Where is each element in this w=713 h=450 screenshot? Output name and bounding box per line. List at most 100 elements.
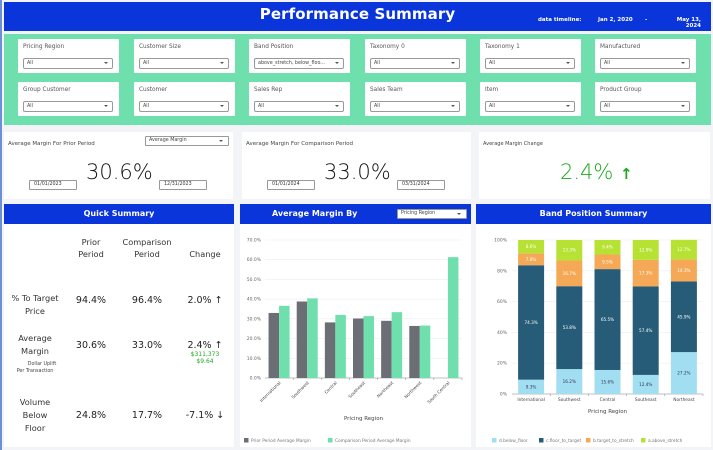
x-axis-label: Pricing Region xyxy=(344,416,384,422)
bar-segment-target-to-stretch xyxy=(670,259,697,282)
band-position-chart: 0% 20% 40% 60% 80% 100% 9.3% 74.3% 7.8% 8.6% Inter… xyxy=(492,238,704,444)
timeline-start[interactable]: Jan 2, 2020 xyxy=(598,17,633,23)
column-header-line: Prior xyxy=(81,237,101,247)
bar-prior xyxy=(381,320,392,378)
filter-select[interactable]: All xyxy=(485,58,575,69)
kpi-comparison-card: Average Margin For Comparison Period 33.… xyxy=(242,132,471,199)
data-label: 9.3% xyxy=(526,384,537,389)
bar-segment-floor-to-target xyxy=(518,265,545,380)
column-header: Comparison Period xyxy=(117,236,177,260)
row-label-line: Volume xyxy=(19,397,51,407)
row-label-line: Average xyxy=(18,333,52,343)
y-tick-label: 40.0% xyxy=(247,297,262,303)
filter-label: Group Customer xyxy=(23,87,71,93)
filter-select[interactable]: All xyxy=(23,58,113,69)
change-sub-values: $311,373 $9.64 xyxy=(175,351,235,365)
data-label: 15.6% xyxy=(601,379,614,384)
comparison-end-date-input[interactable]: 03/31/2024 xyxy=(397,180,445,190)
filter-select[interactable]: All xyxy=(485,101,575,112)
data-label: 9.4% xyxy=(602,245,613,250)
data-timeline: data timeline: Jan 2, 2020 - May 13, 202… xyxy=(538,17,701,29)
row-sub-label-line: Dollar Uplift xyxy=(27,362,57,367)
filter-select[interactable]: All xyxy=(139,58,229,69)
band-position-panel: Band Position Summary 0% 20% 40% 60% 80% 100%… xyxy=(476,204,711,447)
bar-segment-target-to-stretch xyxy=(518,253,545,266)
data-label: 27.2% xyxy=(677,371,690,376)
column-header: Prior Period xyxy=(61,236,121,260)
change-value: 2.4% ↑ xyxy=(187,340,223,351)
filter-card: Sales Team All xyxy=(365,82,466,116)
bar-segment-below-floor xyxy=(518,379,545,394)
data-label: 16.7% xyxy=(563,271,576,276)
filter-select[interactable]: All xyxy=(139,101,229,112)
timeline-label: data timeline: xyxy=(538,17,582,23)
legend-label-below-floor: d.below_floor xyxy=(499,438,528,444)
filter-select[interactable]: All xyxy=(254,101,344,112)
legend-swatch-target-to-stretch xyxy=(586,438,591,443)
legend-label-above-stretch: a.above_stretch xyxy=(648,438,683,444)
bar-prior xyxy=(296,301,308,378)
data-label: 65.5% xyxy=(601,317,614,322)
x-tick-label: Southeast xyxy=(635,397,657,403)
filter-select-value: All xyxy=(27,61,33,66)
y-tick-label: 60% xyxy=(497,299,508,305)
legend-swatch-above-stretch xyxy=(641,438,646,443)
x-tick-label: Southwest xyxy=(290,380,310,400)
bar-comparison xyxy=(391,312,403,378)
filter-card: Band Position above_stretch, below_floo..… xyxy=(249,39,350,73)
prior-value: 94.4% xyxy=(75,295,107,306)
filter-select[interactable]: All xyxy=(600,101,690,112)
bar-segment-target-to-stretch xyxy=(594,254,621,270)
filter-card: Item All xyxy=(480,82,581,116)
filter-select-value: All xyxy=(489,61,495,66)
chevron-down-icon xyxy=(220,62,224,64)
x-tick-label: Northeast xyxy=(673,397,695,403)
column-header-line: Period xyxy=(134,249,160,259)
bar-segment-floor-to-target xyxy=(594,269,621,370)
group-by-select[interactable]: Pricing Region xyxy=(397,209,467,219)
y-tick-label: 40% xyxy=(497,330,508,336)
row-label-line: Floor xyxy=(24,423,46,433)
kpi-prior-value: 30.6% xyxy=(86,160,153,184)
chevron-down-icon xyxy=(451,62,455,64)
y-tick-label: 10.0% xyxy=(247,356,262,362)
row-sub-label: Dollar Uplift Per Transaction xyxy=(4,361,66,375)
filter-card: Taxonomy 0 All xyxy=(365,39,466,73)
filter-select[interactable]: All xyxy=(23,101,113,112)
data-label: 7.8% xyxy=(526,257,537,262)
change-value: 2.0% ↑ xyxy=(187,295,223,306)
bar-segment-target-to-stretch xyxy=(556,260,583,287)
row-label: Volume Below Floor xyxy=(4,396,66,435)
prior-start-date-input[interactable]: 01/01/2023 xyxy=(29,180,77,190)
bar-comparison xyxy=(307,298,318,378)
kpi-change-title: Average Margin Change xyxy=(483,141,543,147)
filter-select[interactable]: All xyxy=(600,58,690,69)
legend-swatch-prior xyxy=(244,438,249,443)
bar-segment-target-to-stretch xyxy=(632,259,659,287)
chevron-down-icon xyxy=(335,62,339,64)
bar-comparison xyxy=(335,314,346,378)
prior-value: 30.6% xyxy=(75,340,107,351)
y-tick-label: 100% xyxy=(494,238,508,244)
data-label: 16.2% xyxy=(563,379,576,384)
chevron-down-icon xyxy=(451,105,455,107)
row-sub-label-line: Per Transaction xyxy=(16,369,54,374)
column-header-line: Period xyxy=(78,249,104,259)
filter-select[interactable]: All xyxy=(370,58,460,69)
filter-select[interactable]: All xyxy=(370,101,460,112)
metric-select[interactable]: Average Margin xyxy=(145,136,229,146)
kpi-comparison-title: Average Margin For Comparison Period xyxy=(246,141,354,147)
band-position-title: Band Position Summary xyxy=(476,204,711,224)
y-tick-label: 60.0% xyxy=(247,257,262,263)
filter-select-value: All xyxy=(27,104,33,109)
bar-comparison xyxy=(419,325,431,378)
row-label: % To Target Price xyxy=(4,292,66,318)
data-label: 9.5% xyxy=(602,259,613,264)
prior-end-date-input[interactable]: 12/31/2023 xyxy=(159,180,207,190)
bar-comparison xyxy=(363,316,374,378)
timeline-end[interactable]: May 13, 2024 xyxy=(676,17,701,29)
filter-select[interactable]: above_stretch, below_floo... xyxy=(254,58,344,69)
comparison-start-date-input[interactable]: 01/01/2024 xyxy=(267,180,315,190)
bar-prior xyxy=(268,312,280,378)
chevron-down-icon xyxy=(219,140,223,142)
